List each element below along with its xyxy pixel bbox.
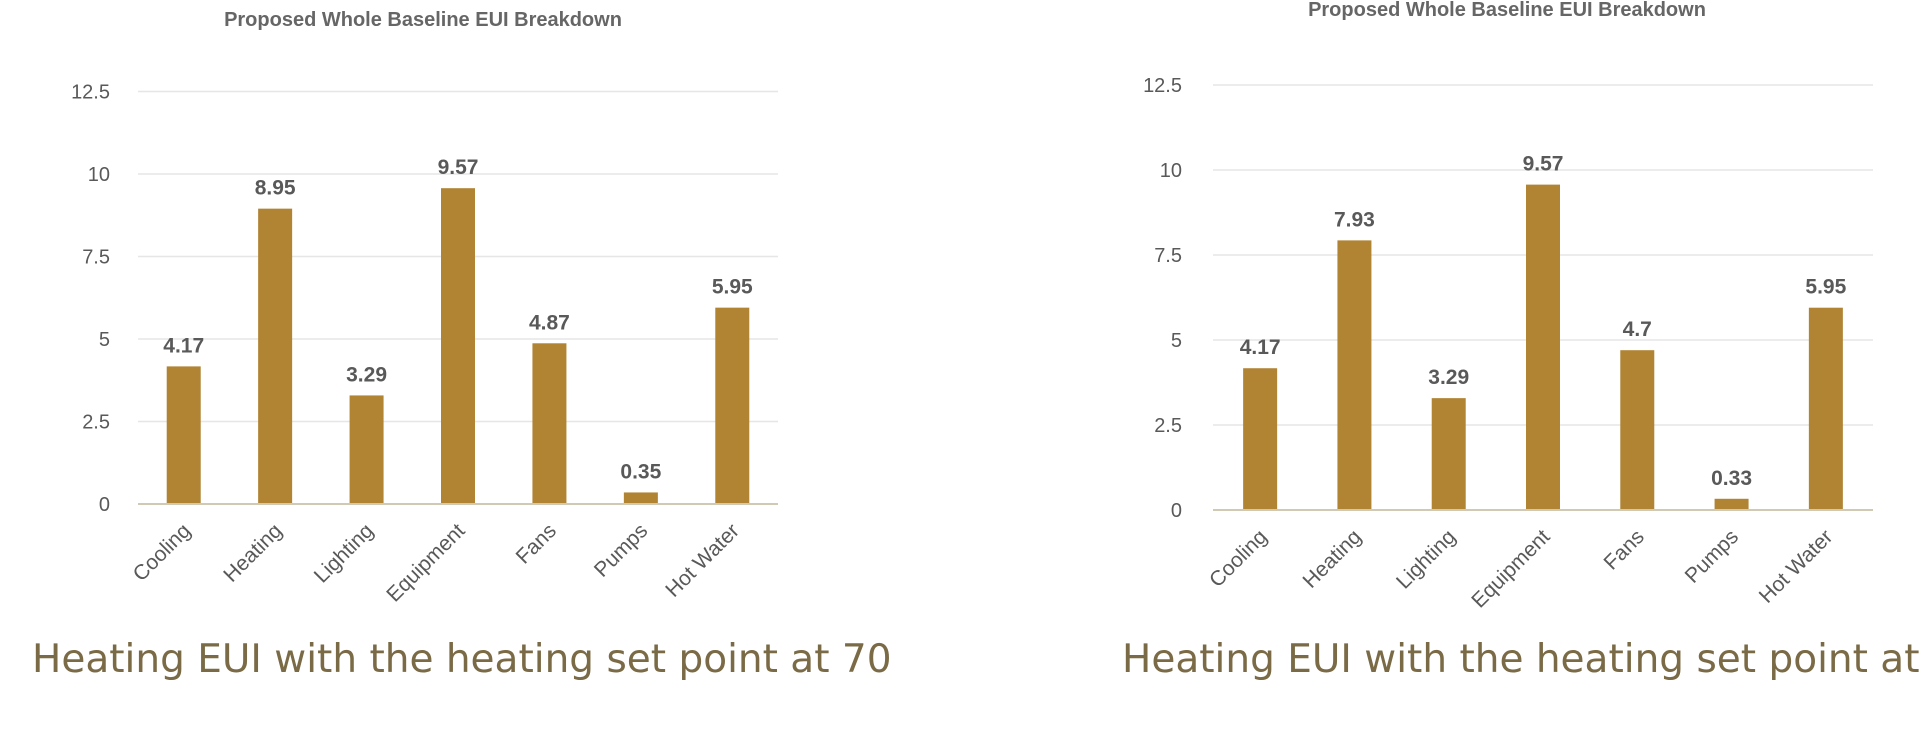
chart-2-bar-fans: [1620, 350, 1655, 510]
chart-2-data-label: 0.33: [1711, 467, 1752, 490]
chart-2-x-tick-label: Pumps: [1681, 525, 1743, 587]
chart-2-bar-heating: [1337, 240, 1372, 510]
chart-2-bar-hot-water: [1808, 307, 1843, 510]
chart-2-x-tick-label: Fans: [1600, 525, 1649, 574]
chart-1-title: Proposed Whole Baseline EUI Breakdown: [224, 9, 622, 31]
chart-1-bar-hot-water: [715, 307, 750, 504]
caption-setpoint-70: Heating EUI with the heating set point a…: [32, 637, 892, 682]
chart-1-data-label: 9.57: [438, 156, 479, 179]
chart-1-bar-fans: [532, 343, 567, 504]
chart-2-bar-equipment: [1526, 184, 1560, 510]
caption-setpoint-68: Heating EUI with the heating set point a…: [1122, 637, 1920, 682]
chart-2-y-tick-label: 12.5: [1143, 75, 1182, 97]
chart-1-bar-heating: [258, 208, 293, 504]
chart-2-data-label: 4.7: [1623, 318, 1652, 341]
chart-2-y-tick-label: 2.5: [1154, 415, 1182, 437]
chart-1-y-tick-label: 2.5: [82, 412, 110, 434]
chart-2-y-tick-label: 10: [1160, 160, 1182, 182]
chart-2-y-tick-label: 5: [1171, 330, 1182, 352]
chart-2-title: Proposed Whole Baseline EUI Breakdown: [1308, 0, 1706, 21]
chart-1-y-tick-label: 10: [88, 164, 110, 186]
chart-2-x-tick-label: Hot Water: [1755, 525, 1838, 608]
chart-1-bar-pumps: [623, 492, 658, 504]
chart-1-y-tick-label: 12.5: [71, 82, 110, 104]
chart-2-bar-pumps: [1714, 498, 1749, 510]
chart-2-data-label: 5.95: [1805, 276, 1846, 299]
chart-1-y-tick-label: 7.5: [82, 247, 110, 269]
chart-2-x-tick-label: Lighting: [1392, 525, 1460, 593]
chart-2-y-tick-label: 7.5: [1154, 245, 1182, 267]
chart-1-data-label: 5.95: [712, 276, 753, 299]
chart-1: Proposed Whole Baseline EUI Breakdown 0 2.…: [71, 9, 778, 607]
chart-2-data-label: 3.29: [1428, 366, 1469, 389]
chart-1-bar-equipment: [441, 188, 475, 504]
chart-1-data-label: 4.17: [163, 334, 204, 357]
chart-2: Proposed Whole Baseline EUI Breakdown 0 2.…: [1143, 0, 1873, 613]
chart-2-x-tick-label: Equipment: [1467, 525, 1554, 612]
chart-2-data-label: 9.57: [1523, 153, 1564, 176]
chart-2-bar-cooling: [1243, 368, 1278, 510]
chart-2-bar-lighting: [1431, 398, 1466, 510]
chart-2-data-label: 7.93: [1334, 208, 1375, 231]
chart-1-data-label: 3.29: [346, 363, 387, 386]
chart-1-bar-lighting: [349, 395, 384, 504]
chart-1-y-tick-label: 0: [99, 494, 110, 516]
chart-2-y-tick-label: 0: [1171, 500, 1182, 522]
chart-1-bar-cooling: [166, 366, 201, 504]
chart-1-data-label: 0.35: [620, 460, 661, 483]
chart-2-x-tick-label: Heating: [1299, 525, 1366, 592]
chart-2-data-label: 4.17: [1240, 336, 1281, 359]
chart-1-data-label: 8.95: [255, 177, 296, 200]
chart-2-x-tick-label: Cooling: [1205, 525, 1272, 592]
chart-1-y-tick-label: 5: [99, 329, 110, 351]
chart-1-data-label: 4.87: [529, 311, 570, 334]
